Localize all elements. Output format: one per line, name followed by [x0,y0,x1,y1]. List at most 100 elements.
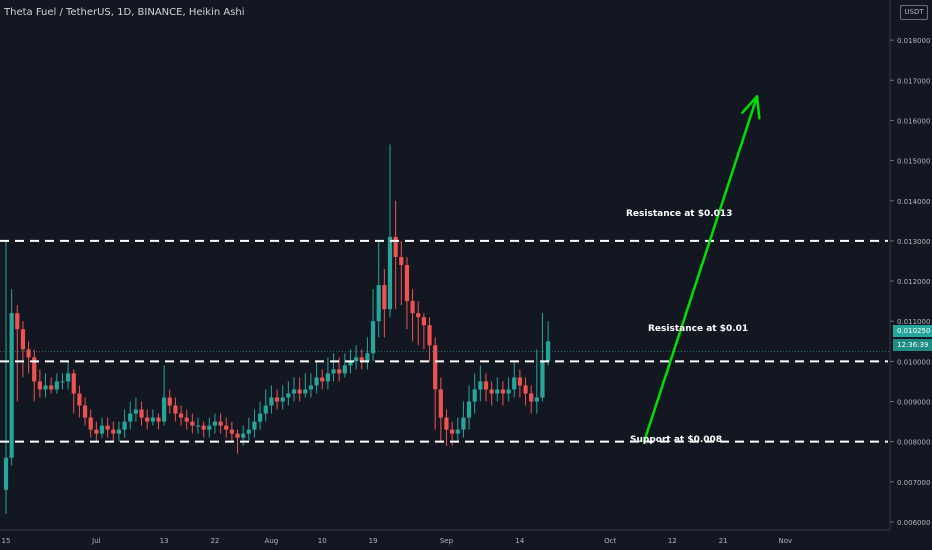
candle-body [274,397,280,402]
candle-body [455,429,460,434]
countdown-tag: 12:36:39 [893,339,932,351]
candle-body [241,433,246,438]
candle-body [546,341,551,362]
candle-body [399,256,404,265]
candle-body [404,265,410,302]
candle-body [116,429,122,434]
candle-body [133,409,138,414]
candle-body [427,325,432,346]
candle-body [517,377,522,386]
candle-body [190,421,195,426]
candle-body [382,285,387,310]
y-tick-label: 0.015000 [897,158,930,166]
y-tick-label: 0.018000 [897,37,930,45]
candle-body [314,377,319,386]
candle-body [331,369,336,374]
candle-body [32,357,37,382]
candle-body [156,417,161,422]
candle-body [139,409,144,418]
x-tick-label: 19 [369,537,378,545]
projection-arrow-shaft [642,95,759,443]
candle-body [128,413,133,422]
candle-body [461,417,466,430]
candle-body [229,429,234,434]
candle-body [49,385,54,390]
y-tick-label: 0.007000 [897,479,930,487]
candle-body [212,421,218,426]
candle-body [263,405,268,414]
y-tick-label: 0.016000 [897,117,930,125]
support-label: Support at $0.008 [630,435,723,445]
candle-body [122,421,127,430]
candle-body [450,429,455,434]
x-tick-label: Aug [265,537,279,545]
candle-body [201,425,206,430]
candle-body [105,425,110,430]
candle-body [348,361,353,366]
candle-body [9,313,14,458]
candle-body [478,381,483,390]
candle-body [325,373,330,382]
candle-body [173,405,178,414]
candle-body [224,425,229,430]
candle-body [37,381,42,390]
candle-body [421,317,426,326]
candle-body [410,301,415,314]
candle-body [540,361,545,398]
x-tick-label: 13 [160,537,169,545]
currency-badge[interactable]: USDT [900,5,928,20]
candle-body [444,417,449,430]
candle-body [195,425,201,427]
candle-body [506,389,511,394]
candle-body [43,385,48,390]
x-tick-label: Oct [604,537,616,545]
x-tick-label: 10 [318,537,327,545]
candle-body [303,389,308,394]
x-tick-label: 22 [210,537,219,545]
candle-body [365,353,370,362]
candle-body [308,385,314,390]
candle-body [88,417,93,430]
candle-body [387,236,393,310]
candle-body [523,385,528,394]
candle-body [466,401,472,418]
y-tick-label: 0.008000 [897,439,930,447]
candle-body [145,417,150,422]
candle-body [167,397,172,406]
candle-layer [3,144,551,514]
candle-body [207,425,212,430]
candle-body [246,429,251,434]
candle-body [77,393,82,406]
y-tick-label: 0.009000 [897,399,930,407]
candle-body [393,236,398,257]
candle-body [269,397,274,406]
x-tick-label: Jul [91,537,101,545]
x-tick-label: 21 [719,537,728,545]
candle-body [178,413,184,418]
candle-body [150,417,155,422]
candle-body [472,389,477,402]
candle-body [529,393,534,402]
candle-body [291,389,297,394]
candle-body [359,357,364,362]
resistance-high-label: Resistance at $0.013 [626,209,733,219]
candle-body [20,329,26,350]
last-price-tag: 0.010250 [893,325,932,337]
candle-body [184,417,189,422]
candle-body [416,313,421,318]
level-layer [0,95,890,443]
candle-body [258,413,263,422]
y-tick-label: 0.012000 [897,278,930,286]
y-tick-label: 0.006000 [897,519,930,527]
candle-body [162,397,167,422]
candle-body [71,373,76,394]
candle-body [286,393,291,398]
candle-body [337,369,342,374]
candle-body [320,377,325,382]
y-tick-label: 0.010000 [897,358,930,366]
y-tick-label: 0.014000 [897,198,930,206]
candle-body [3,457,9,490]
x-tick-label: 12 [668,537,677,545]
